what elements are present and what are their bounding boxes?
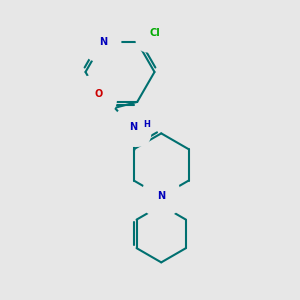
- Text: Cl: Cl: [150, 28, 160, 38]
- Text: N: N: [129, 122, 137, 132]
- Text: N: N: [157, 191, 165, 201]
- Text: H: H: [143, 120, 150, 129]
- Text: N: N: [99, 37, 107, 47]
- Text: O: O: [94, 89, 102, 99]
